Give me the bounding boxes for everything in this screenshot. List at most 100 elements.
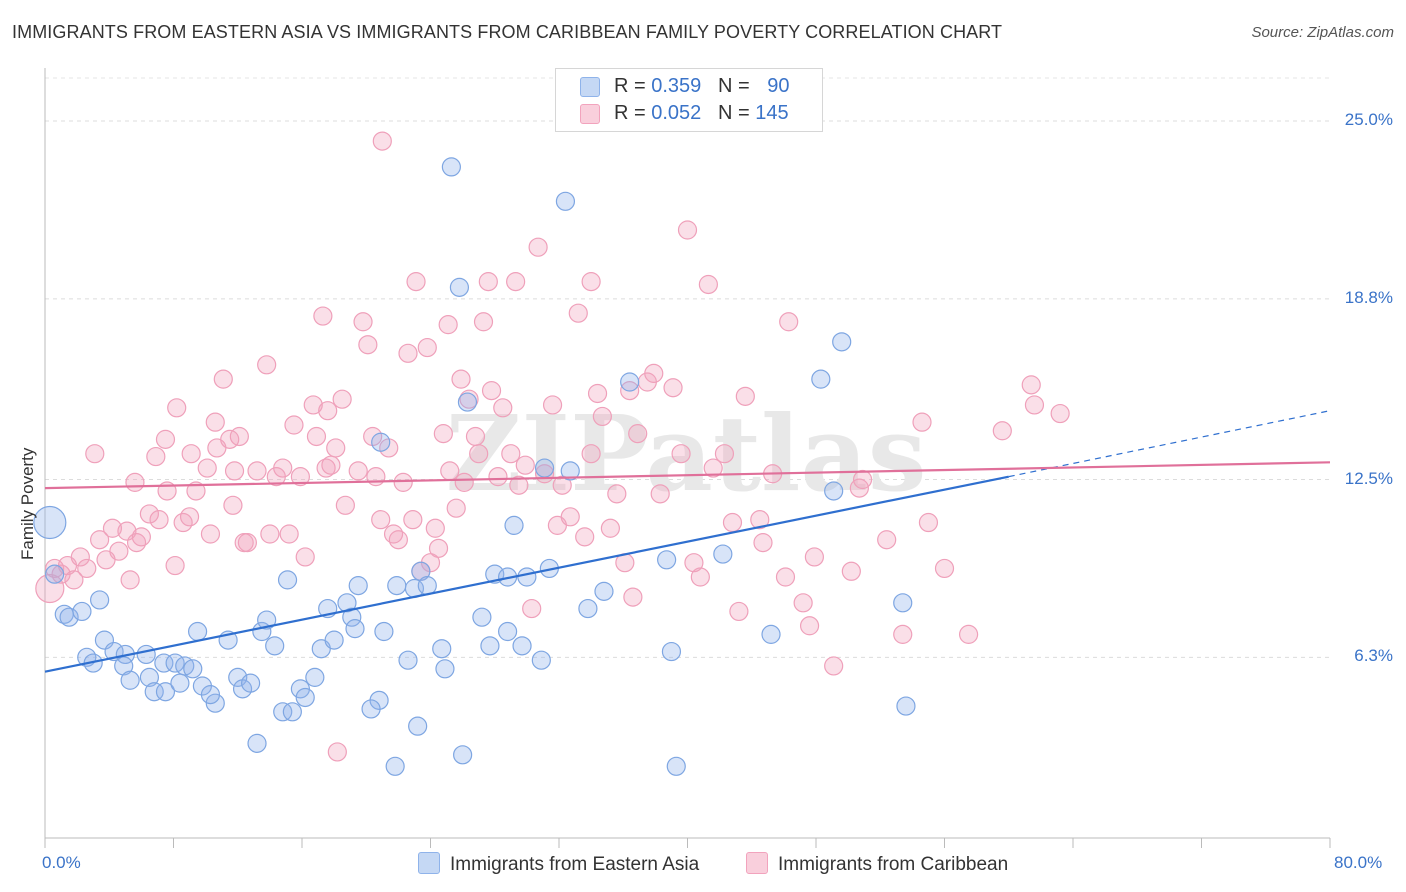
caribbean-trend-line — [44, 461, 1331, 490]
caribbean-point — [1050, 403, 1070, 424]
caribbean-point — [303, 395, 323, 415]
eastern-asia-point — [666, 756, 686, 776]
eastern-asia-point — [411, 561, 431, 581]
eastern-asia-point — [139, 667, 160, 687]
chart-title: IMMIGRANTS FROM EASTERN ASIA VS IMMIGRAN… — [12, 22, 1003, 42]
caribbean-point — [406, 272, 426, 292]
caribbean-point — [592, 406, 612, 427]
eastern-asia-point — [480, 636, 500, 656]
caribbean-point — [528, 237, 548, 257]
caribbean-point — [799, 616, 820, 636]
eastern-asia-point — [273, 702, 293, 722]
eastern-asia-point — [144, 682, 164, 702]
pink-swatch — [746, 852, 768, 874]
caribbean-point — [398, 343, 418, 363]
eastern-asia-trend-line — [44, 475, 1009, 673]
eastern-asia-point — [170, 673, 190, 693]
caribbean-point — [623, 587, 643, 607]
n-value: 145 — [755, 102, 789, 124]
legend-item-caribbean[interactable]: Immigrants from Caribbean — [746, 852, 1008, 876]
eastern-asia-point — [893, 593, 913, 613]
caribbean-point — [428, 538, 449, 558]
eastern-asia-point — [534, 458, 555, 478]
r-label: R = — [614, 102, 646, 124]
caribbean-point — [575, 527, 595, 547]
eastern-asia-point — [531, 650, 551, 670]
caribbean-point — [120, 570, 140, 590]
legend-label: Immigrants from Eastern Asia — [450, 854, 700, 875]
caribbean-point — [131, 527, 151, 547]
eastern-asia-point — [136, 644, 156, 665]
blue-swatch — [580, 77, 600, 97]
caribbean-point — [223, 495, 243, 515]
caribbean-point — [542, 395, 563, 415]
caribbean-point — [165, 555, 185, 576]
caribbean-point — [750, 510, 770, 530]
caribbean-point — [481, 381, 502, 401]
eastern-asia-point — [33, 505, 67, 540]
legend-item-eastern-asia[interactable]: Immigrants from Eastern Asia — [418, 852, 699, 876]
caribbean-point — [237, 533, 257, 553]
caribbean-point — [522, 598, 542, 619]
caribbean-point — [918, 512, 939, 533]
eastern-asia-point — [295, 687, 315, 708]
caribbean-point — [446, 498, 466, 518]
eastern-asia-point — [811, 369, 831, 389]
caribbean-point — [438, 315, 458, 335]
eastern-asia-point — [620, 372, 640, 392]
grid-lines — [45, 77, 1330, 658]
caribbean-point — [506, 272, 526, 292]
caribbean-point — [326, 438, 346, 458]
caribbean-point — [388, 530, 408, 550]
caribbean-point — [327, 742, 347, 762]
caribbean-point — [663, 378, 683, 398]
caribbean-point — [1021, 375, 1041, 395]
caribbean-point — [793, 593, 813, 613]
caribbean-point — [753, 533, 773, 553]
caribbean-point — [841, 561, 861, 581]
eastern-asia-point — [761, 624, 781, 644]
caribbean-point — [224, 461, 245, 481]
eastern-asia-point — [896, 696, 916, 716]
eastern-asia-point — [348, 576, 368, 596]
watermark: ZIPatlas — [446, 392, 927, 515]
caribbean-point — [433, 424, 453, 444]
caribbean-point — [650, 484, 670, 504]
eastern-asia-point — [45, 564, 65, 584]
caribbean-point — [644, 363, 664, 383]
caribbean-point — [70, 547, 90, 567]
caribbean-point — [775, 567, 796, 587]
caribbean-point — [167, 398, 187, 418]
caribbean-point — [852, 469, 873, 490]
caribbean-point — [313, 306, 333, 326]
caribbean-point — [714, 444, 735, 464]
caribbean-point — [515, 455, 535, 475]
caribbean-point — [581, 444, 601, 464]
trend-lines — [44, 410, 1331, 673]
eastern-asia-point — [200, 685, 221, 705]
caribbean-point — [698, 274, 718, 295]
eastern-asia-point — [832, 332, 852, 352]
eastern-asia-point — [114, 656, 134, 676]
caribbean-point — [200, 524, 221, 544]
caribbean-point — [318, 401, 338, 421]
caribbean-point — [125, 472, 145, 492]
caribbean-point — [290, 467, 310, 487]
caribbean-point — [824, 656, 844, 676]
caribbean-point — [109, 541, 129, 561]
caribbean-point — [804, 547, 824, 567]
caribbean-point — [912, 412, 932, 432]
eastern-asia-point — [453, 745, 473, 765]
caribbean-point — [703, 458, 723, 478]
caribbean-point — [403, 510, 423, 530]
eastern-asia-point — [560, 461, 580, 481]
caribbean-point — [353, 312, 373, 332]
caribbean-point — [247, 461, 267, 481]
caribbean-point — [205, 412, 225, 432]
eastern-asia-point — [371, 432, 391, 452]
eastern-asia-point — [578, 598, 598, 619]
eastern-asia-point — [387, 576, 407, 596]
eastern-asia-point — [241, 673, 261, 693]
eastern-asia-point — [594, 581, 614, 601]
